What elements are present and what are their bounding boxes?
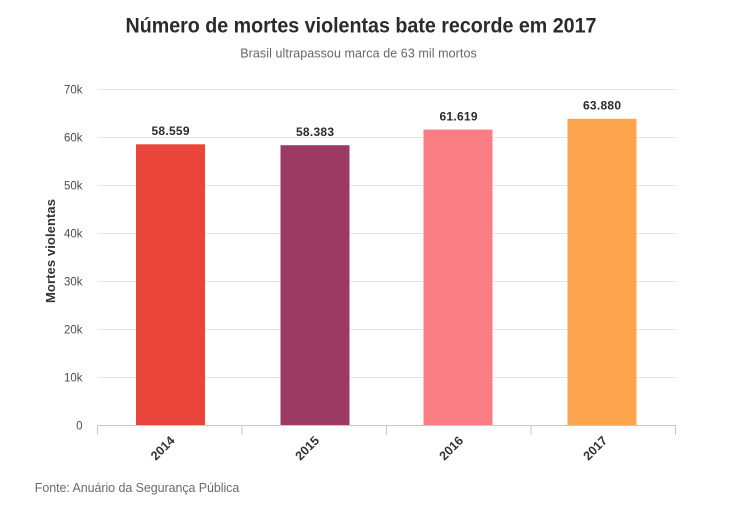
svg-text:0: 0 <box>76 421 82 433</box>
svg-text:58.559: 58.559 <box>152 124 190 138</box>
svg-text:Mortes violentas: Mortes violentas <box>43 199 58 303</box>
svg-text:30k: 30k <box>64 277 83 289</box>
svg-text:58.383: 58.383 <box>296 125 334 139</box>
svg-text:Número de mortes violentas bat: Número de mortes violentas bate recorde … <box>126 15 597 38</box>
svg-text:60k: 60k <box>64 133 83 145</box>
svg-text:61.619: 61.619 <box>440 109 478 123</box>
svg-text:40k: 40k <box>64 229 83 241</box>
svg-text:Brasil ultrapassou marca de 63: Brasil ultrapassou marca de 63 mil morto… <box>240 47 477 61</box>
svg-text:63.880: 63.880 <box>583 99 621 113</box>
svg-text:70k: 70k <box>64 85 83 97</box>
svg-text:20k: 20k <box>64 325 83 337</box>
svg-text:10k: 10k <box>64 373 83 385</box>
svg-text:Fonte: Anuário da Segurança Pú: Fonte: Anuário da Segurança Pública <box>35 481 240 495</box>
svg-text:50k: 50k <box>64 181 83 193</box>
